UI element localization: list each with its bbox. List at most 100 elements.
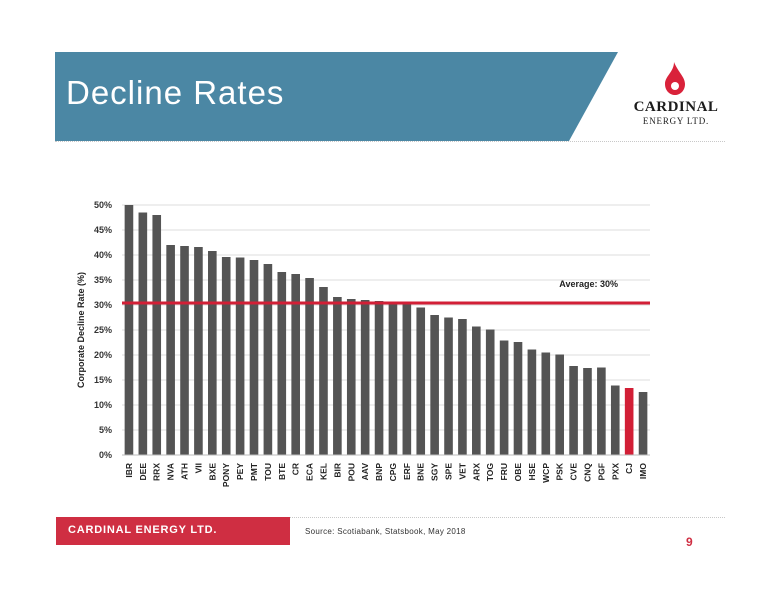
x-tick-label: PONY [221, 463, 231, 487]
bar-wcp [541, 352, 551, 455]
x-tick-label: BXE [207, 463, 217, 481]
x-tick-label: BNE [416, 463, 426, 481]
x-tick-label: PXX [610, 463, 620, 480]
page-number: 9 [686, 535, 693, 549]
bar-bte [277, 272, 287, 455]
title-banner [55, 52, 618, 141]
footer-company-name: CARDINAL ENERGY LTD. [68, 524, 218, 536]
x-tick-label: VII [193, 463, 203, 473]
x-tick-label: KEL [318, 463, 328, 480]
bar-pmt [249, 260, 259, 455]
x-tick-label: ECA [305, 463, 315, 481]
x-tick-label: CNQ [582, 463, 592, 482]
bar-bnp [374, 301, 384, 455]
x-tick-label: IMO [638, 463, 648, 479]
bar-arx [472, 326, 481, 455]
logo-name: CARDINAL [633, 99, 719, 115]
y-tick-label: 5% [99, 425, 112, 435]
x-tick-label: HSE [527, 463, 537, 481]
x-tick-label: PSK [555, 462, 565, 480]
decline-rate-chart: 0% 5% 10% 15% 20% 25% 30% 35% 40% 45% 50% Corporate… [76, 200, 650, 487]
y-tick-label: 0% [99, 450, 112, 460]
average-label: Average: 30% [559, 279, 618, 289]
bar-cpg [388, 302, 398, 455]
x-tick-label: CJ [624, 463, 634, 474]
bar-rrx [152, 215, 162, 455]
x-tick-label: PEY [235, 463, 245, 480]
y-tick-label: 15% [94, 375, 112, 385]
bar-pgf [597, 367, 606, 455]
bar-pony [221, 257, 231, 455]
bar-obe [513, 342, 523, 455]
x-tick-label: PGF [596, 463, 606, 480]
y-tick-label: 50% [94, 200, 112, 210]
x-tick-label: CR [291, 463, 301, 475]
title-banner-shape [55, 52, 618, 141]
bar-cr [291, 274, 300, 455]
bar-nva [166, 245, 175, 455]
y-tick-label: 20% [94, 350, 112, 360]
y-axis-title: Corporate Decline Rate (%) [76, 272, 86, 388]
x-tick-label: ARX [471, 463, 481, 481]
x-tick-label: SGY [430, 463, 440, 481]
bar-bir [333, 297, 342, 455]
x-tick-label: ERF [402, 463, 412, 480]
flame-icon [665, 62, 685, 95]
logo-subtitle: ENERGY LTD. [642, 116, 710, 126]
bar-tou [263, 264, 273, 455]
cardinal-logo [665, 62, 685, 95]
x-tick-label: ATH [180, 463, 190, 480]
y-tick-label: 45% [94, 225, 112, 235]
x-tick-label: TOG [485, 463, 495, 482]
x-tick-label: CVE [569, 463, 579, 481]
y-tick-label: 25% [94, 325, 112, 335]
x-tick-label: SPE [444, 463, 454, 480]
x-tick-label: POU [346, 463, 356, 481]
source-note: Source: Scotiabank, Statsbook, May 2018 [305, 527, 466, 536]
x-tick-label: FRU [499, 463, 509, 480]
y-tick-label: 30% [94, 300, 112, 310]
bar-bne [416, 307, 426, 455]
bar-pxx [610, 385, 620, 455]
y-tick-label: 35% [94, 275, 112, 285]
x-tick-label: DEE [138, 463, 148, 481]
bar-dee [138, 212, 148, 455]
x-tick-label: CPG [388, 463, 398, 482]
y-tick-label: 10% [94, 400, 112, 410]
bar-pou [346, 299, 356, 455]
x-tick-label: BIR [332, 463, 342, 478]
y-tick-label: 40% [94, 250, 112, 260]
bar-hse [527, 349, 537, 455]
slide-title: Decline Rates [66, 74, 285, 111]
top-divider [55, 141, 725, 142]
bar-imo [638, 392, 648, 455]
bar-kel [319, 287, 328, 455]
bar-vet [458, 319, 467, 455]
bar-bxe [208, 251, 217, 455]
flame-drop-icon [671, 82, 679, 90]
bar-eca [305, 278, 314, 455]
bar-cj [624, 388, 634, 455]
footer-bar [56, 517, 290, 545]
bar-pey [235, 257, 245, 455]
x-tick-label: RRX [152, 463, 162, 481]
bar-tog [485, 329, 495, 455]
x-tick-label: IBR [124, 463, 134, 478]
x-tick-label: AAV [360, 463, 370, 481]
bar-fru [499, 340, 509, 455]
x-tick-label: VET [457, 462, 467, 479]
x-tick-label: WCP [541, 463, 551, 483]
bar-ath [180, 246, 189, 455]
bar-vii [194, 247, 203, 455]
bar-sgy [430, 315, 439, 455]
x-tick-label: TOU [263, 463, 273, 481]
x-tick-label: BNP [374, 463, 384, 481]
x-tick-label: BTE [277, 463, 287, 480]
bar-ibr [124, 205, 134, 455]
bar-erf [402, 304, 412, 455]
bar-cve [569, 366, 578, 455]
bar-psk [555, 354, 564, 455]
bar-aav [360, 300, 370, 455]
bar-cnq [583, 368, 592, 455]
bar-spe [444, 317, 453, 455]
